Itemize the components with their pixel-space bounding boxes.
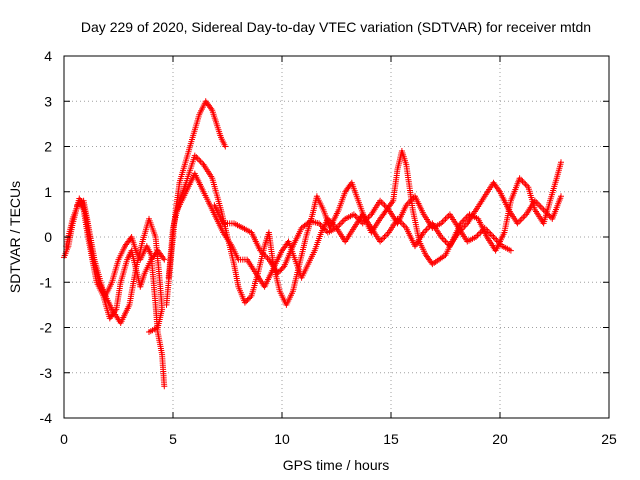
data-point: [161, 383, 168, 390]
chart-title: Day 229 of 2020, Sidereal Day-to-day VTE…: [81, 19, 591, 35]
data-point: [558, 193, 564, 200]
series-6: [174, 170, 564, 290]
data-point: [507, 247, 514, 254]
data-point: [274, 270, 281, 277]
y-tick-label: 1: [44, 184, 52, 200]
data-point: [278, 266, 285, 273]
data-point: [161, 256, 168, 263]
x-tick-label: 0: [60, 431, 68, 447]
data-point: [245, 295, 252, 302]
x-axis-label: GPS time / hours: [283, 457, 390, 473]
ticks: 0 5 10 15 20 25 -4 -3 -2 -1 0 1 2 3 4: [40, 48, 617, 447]
y-axis-label: SDTVAR / TECUs: [7, 181, 23, 293]
data-point: [558, 159, 564, 166]
data-point: [146, 329, 152, 335]
y-tick-label: -4: [40, 410, 53, 426]
x-tick-label: 20: [492, 431, 508, 447]
y-tick-label: 2: [44, 139, 52, 155]
data-points: [61, 98, 564, 390]
x-tick-label: 10: [274, 431, 290, 447]
y-tick-label: -1: [40, 274, 53, 290]
y-tick-label: 4: [44, 48, 52, 64]
x-tick-label: 5: [169, 431, 177, 447]
grid: [64, 56, 609, 418]
y-tick-label: -3: [40, 365, 53, 381]
series-7: [211, 193, 514, 277]
data-point: [275, 268, 282, 275]
y-tick-label: 3: [44, 93, 52, 109]
data-point: [222, 143, 229, 150]
x-tick-label: 15: [383, 431, 399, 447]
series-3: [74, 197, 166, 335]
data-point: [243, 298, 250, 305]
data-point: [279, 264, 286, 271]
data-point: [277, 267, 284, 274]
data-point: [241, 299, 248, 306]
x-tick-label: 25: [601, 431, 617, 447]
data-point: [244, 296, 251, 303]
data-point: [247, 294, 254, 301]
y-tick-label: -2: [40, 320, 53, 336]
y-tick-label: 0: [44, 229, 52, 245]
